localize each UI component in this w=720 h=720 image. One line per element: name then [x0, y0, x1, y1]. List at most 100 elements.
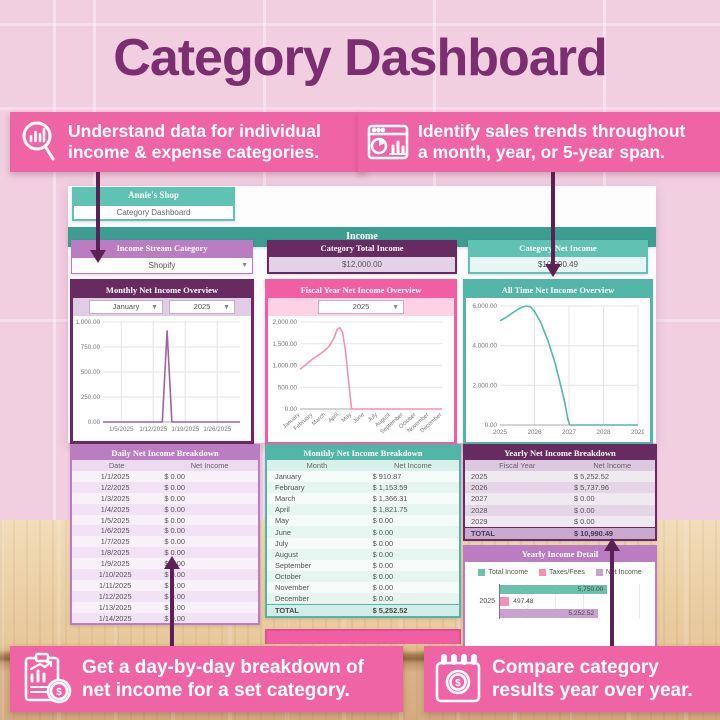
svg-text:2028: 2028 — [596, 429, 611, 436]
svg-text:2026: 2026 — [527, 429, 542, 436]
year-dropdown[interactable]: 2025 ▼ — [169, 300, 235, 314]
chart-title: All Time Net Income Overview — [466, 282, 650, 298]
row-value-cell: $ 0.00 — [164, 504, 185, 514]
row-label-cell: 1/8/2025 — [100, 548, 130, 558]
row-value-cell: $ 0.00 — [164, 471, 185, 481]
svg-text:2,000.00: 2,000.00 — [472, 382, 497, 389]
row-value-cell: $ 0.00 — [164, 526, 185, 536]
table-row: May $ 0.00 — [267, 515, 459, 527]
chart-title: Monthly Net Income Overview — [73, 282, 251, 298]
callout-top-right: Identify sales trends throughout a month,… — [358, 112, 720, 172]
row-label-cell: November — [275, 582, 310, 592]
table-title: Daily Net Income Breakdown — [72, 446, 258, 460]
table-row: 1/6/2025 $ 0.00 — [72, 525, 258, 537]
arrow-to-alltime-chart — [551, 172, 555, 264]
bar-row: 497.48 — [500, 597, 640, 606]
table-row: 1/4/2025 $ 0.00 — [72, 503, 258, 515]
row-value-cell: $ 1,366.31 — [372, 494, 408, 504]
table-row: 1/7/2025 $ 0.00 — [72, 536, 258, 548]
income-stream-dropdown[interactable]: Shopify ▼ — [71, 257, 253, 274]
arrow-head — [545, 264, 561, 277]
row-label-cell: 1/4/2025 — [100, 504, 130, 514]
row-label-cell: 1/10/2025 — [98, 569, 132, 579]
table-row: 2029 $ 0.00 — [465, 515, 655, 527]
total-income-value: $12,000.00 — [267, 257, 457, 274]
fiscal-chart-card: Fiscal Year Net Income Overview 2025 ▼ 0.… — [265, 279, 457, 445]
row-value-cell: $ 0.00 — [164, 591, 185, 601]
callout-bottom-left: $ Get a day-by-day breakdown of net incom… — [10, 646, 403, 712]
row-label-cell: 1/7/2025 — [100, 537, 130, 547]
legend-swatch — [539, 569, 547, 576]
callout-bottom-right-text: Compare category results year over year. — [492, 656, 693, 701]
table-row: 1/13/2025 $ 0.00 — [72, 601, 258, 613]
svg-text:2025: 2025 — [493, 429, 508, 436]
callout-bottom-left-text: Get a day-by-day breakdown of net income … — [82, 656, 364, 701]
row-value-cell: $ 0.00 — [164, 493, 185, 503]
bar — [500, 597, 510, 606]
table-row: November $ 0.00 — [267, 581, 459, 594]
row-label-cell: 1/1/2025 — [100, 471, 130, 481]
arrow-to-category-dropdown — [96, 172, 100, 250]
row-label-cell: 1/5/2025 — [100, 515, 130, 525]
table-row: 1/12/2025 $ 0.00 — [72, 590, 258, 602]
svg-text:0.00: 0.00 — [88, 419, 101, 426]
fiscal-year-net-income-chart: 0.00500.001,000.001,500.002,000.00Januar… — [272, 319, 443, 435]
bar-row: 5,252.52 — [500, 609, 640, 618]
row-value-cell: $ 5,737.96 — [574, 483, 609, 493]
row-label-cell: December — [275, 594, 310, 604]
shop-header-card: Annie's Shop Category Dashboard — [72, 187, 235, 221]
callout-top-left-text: Understand data for individual income & e… — [68, 120, 321, 162]
fiscal-year-dropdown[interactable]: 2025 ▼ — [318, 300, 404, 314]
svg-text:4,000.00: 4,000.00 — [472, 343, 497, 350]
bar-value-label: 497.48 — [513, 598, 534, 605]
row-label-cell: 2028 — [471, 505, 488, 515]
yearly-detail-chart: 2025 5,750.00 497.48 5,252.52 — [465, 584, 655, 619]
row-label-cell: 2026 — [471, 483, 488, 493]
row-label-cell: July — [275, 538, 289, 548]
row-value-cell: $ 1,821.75 — [372, 505, 408, 515]
svg-text:0.00: 0.00 — [285, 406, 298, 413]
month-dropdown[interactable]: January ▼ — [89, 300, 163, 314]
row-value-cell: $ 0.00 — [164, 548, 185, 558]
svg-text:500.00: 500.00 — [81, 369, 101, 376]
row-label-cell: 2029 — [471, 516, 488, 526]
browser-chart-icon — [366, 120, 410, 164]
row-value-cell: $ 5,252.52 — [372, 606, 408, 616]
legend-item: Net Income — [595, 569, 642, 576]
svg-text:750.00: 750.00 — [81, 344, 101, 351]
svg-text:March: March — [311, 412, 327, 427]
clipboard-chart-coin-icon: $ — [18, 651, 74, 707]
svg-text:1/12/2025: 1/12/2025 — [139, 426, 168, 433]
yearly-income-detail-card: Yearly Income Detail Total Income Taxes/F… — [463, 545, 657, 649]
bar-category-label: 2025 — [479, 598, 495, 605]
card-title: Category Net Income — [468, 240, 648, 257]
row-value-cell: $ 5,252.52 — [574, 472, 609, 482]
row-value-cell: $ 0.00 — [164, 602, 185, 612]
table-row: 1/8/2025 $ 0.00 — [72, 547, 258, 559]
page-title: Category Dashboard — [113, 29, 607, 87]
table-row: 1/2/2025 $ 0.00 — [72, 481, 258, 493]
chart-title: Fiscal Year Net Income Overview — [268, 282, 454, 298]
table-row: 1/11/2025 $ 0.00 — [72, 579, 258, 591]
row-label-cell: September — [275, 560, 312, 570]
chevron-down-icon: ▼ — [392, 304, 399, 311]
row-value-cell: $ 0.00 — [164, 537, 185, 547]
svg-text:$: $ — [455, 678, 461, 689]
row-value-cell: $ 0.00 — [372, 516, 394, 526]
svg-text:June: June — [352, 412, 365, 425]
row-label-cell: 1/3/2025 — [100, 493, 130, 503]
legend-item: Taxes/Fees — [539, 569, 585, 576]
row-value-cell: $ 0.00 — [372, 582, 394, 592]
row-value-cell: $ 10,990.49 — [574, 529, 614, 539]
arrow-head — [604, 538, 620, 551]
table-row: March $ 1,366.31 — [267, 493, 459, 505]
table-row: 1/14/2025 $ 0.00 — [72, 612, 258, 624]
row-value-cell: $ 0.00 — [164, 515, 185, 525]
alltime-chart-card: All Time Net Income Overview 0.00 2,000.0… — [463, 279, 653, 445]
row-value-cell: $ 0.00 — [372, 594, 394, 604]
income-stream-category-card: Income Stream Category Shopify ▼ — [71, 240, 253, 274]
arrow-to-yearly-table — [610, 551, 614, 648]
table-header-row: Fiscal Year Net Income — [465, 460, 655, 471]
bar-area: 5,750.00 497.48 5,252.52 — [499, 584, 640, 619]
monthly-chart-controls: January ▼ 2025 ▼ — [73, 298, 251, 316]
